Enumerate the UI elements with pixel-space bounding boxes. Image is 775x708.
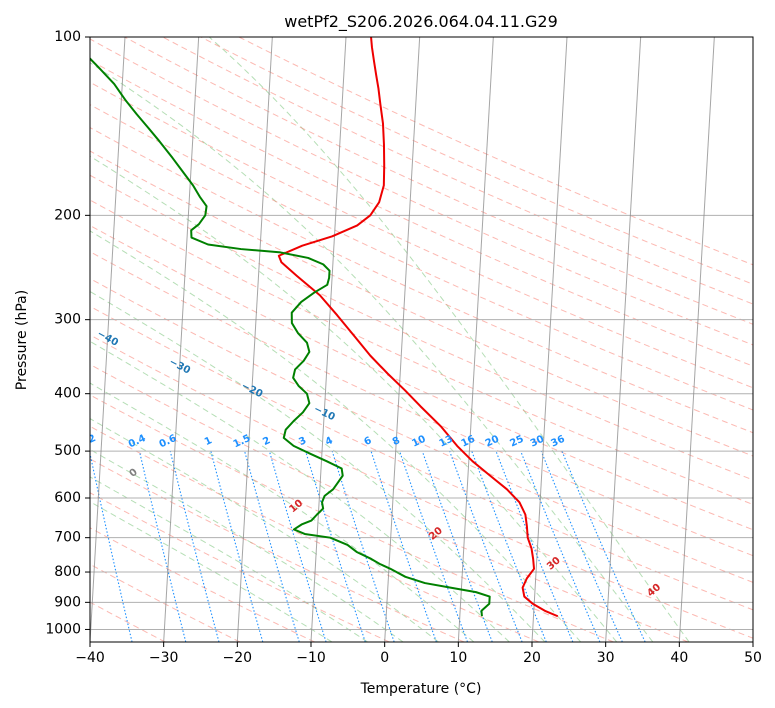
mixing-ratio-label: 20 <box>484 434 501 450</box>
dry-adiabat-line <box>90 305 753 611</box>
mixing-ratio-label: 13 <box>438 434 455 450</box>
mixing-ratio-label: 8 <box>391 435 402 448</box>
x-tick-label: −30 <box>149 650 179 666</box>
x-tick-label: 40 <box>670 650 688 666</box>
mixing-ratio-line <box>561 450 646 642</box>
mixing-ratio-label: 25 <box>508 434 525 450</box>
isotherm-line <box>310 37 347 642</box>
x-axis-ticks: −40 −30 −20 −10 0 10 20 30 40 50 <box>75 642 762 666</box>
mixing-ratio-line <box>520 450 601 642</box>
dry-adiabat-line <box>90 59 753 367</box>
mixing-ratio-line <box>471 450 547 642</box>
moist-adiabat-line <box>90 382 475 642</box>
x-axis-label: Temperature (°C) <box>360 681 482 697</box>
dry-adiabat-line <box>90 174 753 481</box>
moist-adiabat-line <box>90 448 404 642</box>
mixing-ratio-line <box>399 450 469 642</box>
mixing-ratio-label: 16 <box>460 434 477 450</box>
dry-adiabat-line <box>90 199 753 506</box>
dry-adiabat-line <box>90 127 753 434</box>
mixing-ratio-line <box>138 450 187 642</box>
isotherm-line <box>384 37 421 642</box>
mixing-ratio-line <box>370 450 437 642</box>
mixing-ratio-line <box>495 450 574 642</box>
dry-adiabat-line <box>90 363 689 642</box>
y-tick-label: 100 <box>54 29 81 45</box>
y-tick-label: 600 <box>54 490 81 506</box>
y-axis-ticks: 100 200 300 400 500 600 700 800 900 1000 <box>45 29 90 637</box>
pressure-gridlines <box>90 37 753 630</box>
x-tick-label: −20 <box>223 650 253 666</box>
dewpoint-line <box>90 57 491 617</box>
y-tick-label: 900 <box>54 594 81 610</box>
isotherm-line <box>236 37 273 642</box>
x-tick-label: 10 <box>449 650 467 666</box>
dry-adiabat-line <box>90 458 465 642</box>
x-tick-label: 50 <box>744 650 762 666</box>
dry-adiabat-line <box>90 104 753 411</box>
dry-adiabat-line <box>90 38 753 346</box>
moist-adiabat-line <box>90 340 510 642</box>
x-tick-label: −10 <box>296 650 326 666</box>
dry-adiabat-line <box>90 425 539 642</box>
mixing-ratio-line <box>540 450 623 642</box>
isotherm-line <box>531 37 568 642</box>
dry-adiabat-line <box>90 278 753 583</box>
temperature-line <box>277 37 559 618</box>
x-tick-label: 20 <box>523 650 541 666</box>
mixing-ratio-label: 0.2 <box>77 433 98 450</box>
mixing-ratio-label: 36 <box>549 434 566 450</box>
dry-adiabat-line <box>90 251 753 557</box>
y-tick-label: 700 <box>54 530 81 546</box>
y-tick-label: 1000 <box>45 621 81 637</box>
mixing-ratio-line <box>244 450 300 642</box>
mixing-ratio-label: 3 <box>297 435 308 448</box>
isotherm-lines <box>90 37 753 642</box>
mixing-ratio-label: 30 <box>529 434 546 450</box>
mixing-ratio-line <box>421 450 493 642</box>
mixing-ratio-line <box>169 450 220 642</box>
dry-adiabat-line <box>161 37 753 305</box>
isotherm-line <box>605 37 642 642</box>
mixing-ratio-label: 2 <box>261 435 272 448</box>
plot-frame <box>89 36 754 643</box>
moist-adiabat-line <box>90 501 333 642</box>
mixing-ratio-label: 10 <box>410 434 427 450</box>
dry-adiabat-line <box>90 334 753 639</box>
mixing-ratio-line <box>268 450 327 642</box>
y-axis-label: Pressure (hPa) <box>14 290 30 390</box>
mixing-ratio-label: 6 <box>362 435 373 448</box>
y-tick-label: 500 <box>54 443 81 459</box>
y-tick-label: 400 <box>54 386 81 402</box>
mixing-ratio-line <box>210 450 264 642</box>
isotherm-line <box>457 37 494 642</box>
moist-adiabat-line <box>208 37 690 642</box>
dry-adiabat-line <box>90 394 614 642</box>
isotherm-line <box>678 37 715 642</box>
isotherm-line <box>163 37 200 642</box>
chart-title: wetPf2_S206.2026.064.04.11.G29 <box>284 12 558 32</box>
mixing-ratio-line <box>305 450 366 642</box>
x-tick-label: 0 <box>380 650 389 666</box>
dry-adiabat-line <box>90 563 241 642</box>
mixing-ratio-label: 4 <box>324 435 335 448</box>
sounding-series <box>90 37 559 618</box>
moist-adiabat-line <box>90 476 368 642</box>
dry-adiabat-lines <box>90 37 753 642</box>
moist-adiabat-line <box>90 62 654 642</box>
y-tick-label: 300 <box>54 312 81 328</box>
plot-area: −100−90−80−70−60−50−40−30−20−100.10.20.4… <box>77 37 753 642</box>
x-tick-label: −40 <box>75 650 105 666</box>
x-tick-label: 30 <box>597 650 615 666</box>
isotherm-line <box>90 37 126 642</box>
mixing-ratio-label: 1 <box>203 435 214 448</box>
y-tick-label: 200 <box>54 207 81 223</box>
mixing-ratio-line <box>449 450 523 642</box>
y-tick-label: 800 <box>54 564 81 580</box>
